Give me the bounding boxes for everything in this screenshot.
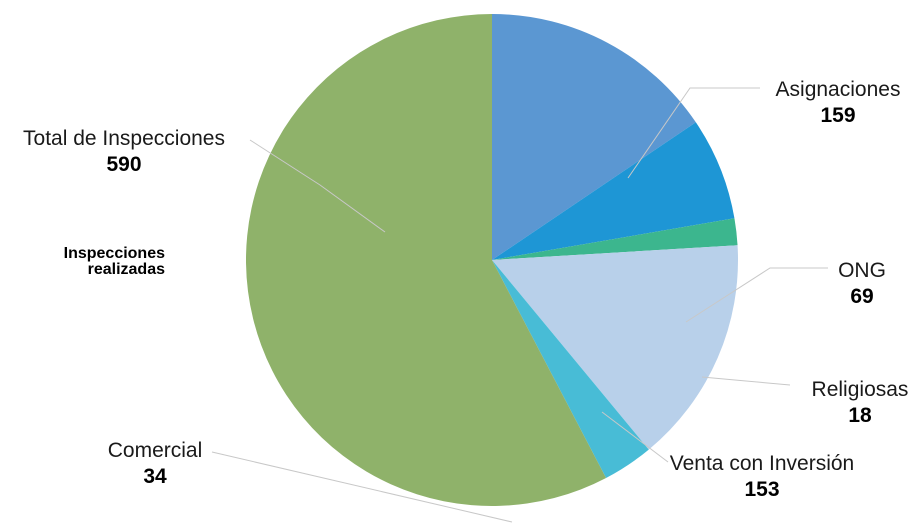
leader-lines [211,87,828,523]
leader-line-venta-con-inversion [601,411,669,463]
slice-value-comercial: 34 [143,465,167,488]
leader-line-total-de-inspecciones [249,139,386,233]
slice-label-venta-con-inversion: Venta con Inversión [670,452,854,475]
leader-line-asignaciones [627,87,760,179]
slice-value-ong: 69 [850,285,873,308]
slice-label-total-de-inspecciones: Total de Inspecciones [23,127,225,150]
pie-slice-total-de-inspecciones [245,14,607,506]
leader-line-ong [685,267,828,323]
slice-label-ong: ONG [838,259,886,282]
pie-slice-asignaciones [492,14,696,260]
slice-labels: Asignaciones 159 ONG 69 Religiosas 18 Venta co… [23,78,908,501]
side-title-line-1: Inspecciones [63,245,165,262]
slice-value-religiosas: 18 [848,404,872,427]
slice-value-total-de-inspecciones: 590 [106,153,141,176]
pie-slice-religiosas [492,218,738,260]
side-title: Inspecciones realizadas [20,246,165,278]
pie-slice-ong [492,122,735,260]
slice-label-asignaciones: Asignaciones [776,78,901,101]
slice-label-religiosas: Religiosas [812,378,909,401]
pie-slice-venta-con-inversion [492,245,738,450]
slice-value-asignaciones: 159 [820,104,855,127]
slice-label-comercial: Comercial [108,439,203,462]
pie-slices [245,14,738,506]
slice-value-venta-con-inversion: 153 [744,478,779,501]
side-title-line-2: realizadas [87,261,165,278]
pie-slice-comercial [492,260,649,478]
leader-line-religiosas [701,376,791,386]
leader-line-comercial [211,451,513,523]
